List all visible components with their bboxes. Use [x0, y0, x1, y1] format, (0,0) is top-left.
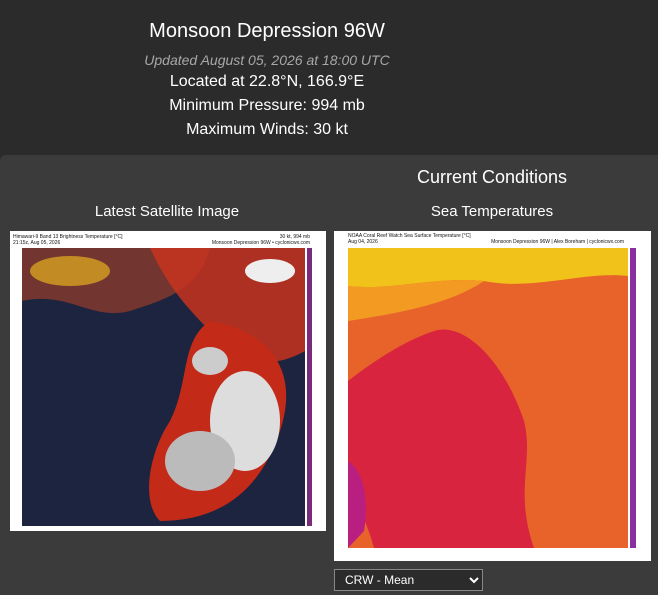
caption: 30 kt, 994 mb	[280, 234, 311, 240]
updated-time: Updated August 05, 2026 at 18:00 UTC	[144, 52, 390, 68]
caption: Aug 04, 2026	[348, 239, 378, 245]
caption: Himawari-9 Band 13 Brightness Temperatur…	[13, 234, 123, 240]
storm-title: Monsoon Depression 96W	[149, 20, 385, 42]
sst-heading: Sea Temperatures	[430, 203, 554, 220]
satellite-image: Himawari-9 Band 13 Brightness Temperatur…	[10, 231, 326, 531]
location: Located at 22.8°N, 166.9°E	[169, 73, 365, 90]
page: Monsoon Depression 96W Updated August 05…	[0, 20, 658, 595]
pressure: Minimum Pressure: 994 mb	[169, 97, 365, 114]
sst-dataset-dropdown[interactable]: CRW - Mean	[334, 569, 483, 591]
sst-image: NOAA Coral Reef Watch Sea Surface Temper…	[334, 231, 651, 561]
caption: Monsoon Depression 96W • cyclonicwx.com	[212, 240, 310, 246]
caption: 21:15z, Aug 05, 2026	[13, 240, 60, 246]
winds: Maximum Winds: 30 kt	[186, 121, 348, 138]
satellite-heading: Latest Satellite Image	[94, 203, 240, 220]
caption: NOAA Coral Reef Watch Sea Surface Temper…	[348, 233, 471, 239]
caption: Monsoon Depression 96W | Alex Boreham | …	[491, 239, 624, 245]
section-heading: Current Conditions	[416, 167, 568, 187]
